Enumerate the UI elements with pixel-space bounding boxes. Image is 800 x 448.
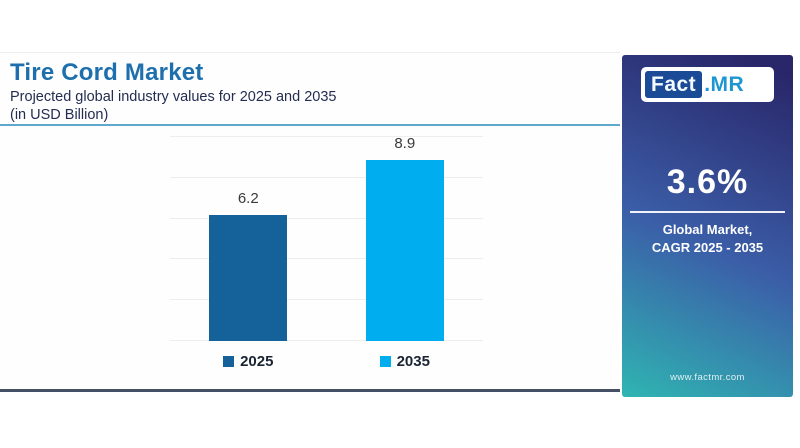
legend-item-2035: 2035: [365, 353, 445, 370]
unit-note: (in USD Billion): [10, 107, 109, 123]
cagr-value: 3.6%: [666, 163, 749, 201]
gridline: [170, 176, 483, 178]
plot-area: 6.2 8.9: [170, 129, 483, 341]
chart-subtitle: Projected global industry values for 202…: [10, 89, 337, 105]
cagr-label: Global Market, CAGR 2025 - 2035: [622, 221, 793, 256]
cagr-divider: [630, 211, 785, 213]
page-title: Tire Cord Market: [10, 59, 204, 86]
bar-2035: [365, 159, 444, 341]
legend-swatch: [223, 356, 235, 367]
bar-value-label: 8.9: [394, 134, 416, 152]
legend: 2025 2035: [170, 353, 483, 375]
legend-label: 2025: [240, 353, 274, 370]
chart-card: Tire Cord Market Projected global indust…: [0, 52, 620, 392]
gridline: [170, 258, 483, 260]
gridline: [170, 217, 483, 219]
cagr-label-line1: Global Market,: [662, 222, 753, 237]
cagr-label-line2: CAGR 2025 - 2035: [651, 239, 764, 255]
gridline: [170, 299, 483, 301]
sidebar-panel: Fact .MR 3.6% Global Market, CAGR 2025 -…: [622, 55, 793, 397]
factmr-logo: Fact .MR: [641, 67, 774, 102]
legend-swatch: [379, 356, 391, 367]
bar-2025: [209, 214, 288, 341]
legend-label: 2035: [396, 353, 430, 370]
header-divider: [0, 124, 620, 126]
gridline: [170, 136, 483, 138]
website-url: www.factmr.com: [670, 372, 745, 383]
logo-fact-text: Fact: [645, 71, 703, 98]
bar-value-label: 6.2: [237, 189, 259, 207]
gridline: [170, 340, 483, 341]
logo-mr-text: .MR: [704, 72, 745, 96]
legend-item-2025: 2025: [208, 353, 288, 370]
